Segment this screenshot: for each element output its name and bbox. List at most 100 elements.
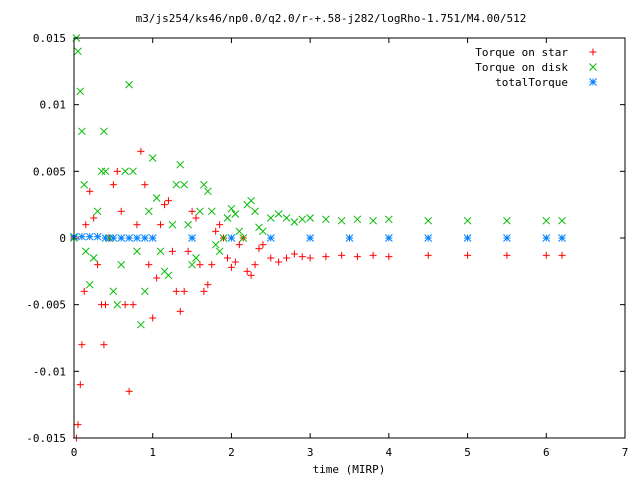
data-point: [161, 201, 169, 209]
data-point: [129, 167, 137, 176]
data-point: [188, 260, 196, 269]
data-point: [93, 207, 102, 216]
data-point: [100, 341, 108, 349]
plot-area: [70, 34, 566, 442]
data-point: [188, 207, 196, 215]
data-point: [101, 167, 110, 176]
data-point: [100, 127, 108, 136]
data-point: [78, 127, 86, 136]
data-point: [353, 215, 362, 224]
data-point: [85, 232, 94, 241]
data-point: [503, 251, 511, 259]
y-tick-label: -0.01: [33, 365, 66, 378]
data-point: [337, 216, 346, 225]
data-point: [141, 181, 149, 189]
data-point: [227, 234, 236, 242]
data-point: [113, 167, 121, 175]
data-point: [113, 300, 122, 309]
data-point: [463, 234, 472, 242]
series-2: [70, 34, 566, 329]
data-point: [117, 234, 126, 242]
data-point: [290, 218, 299, 226]
data-point: [133, 247, 141, 256]
x-tick-label: 2: [228, 446, 235, 459]
data-point: [306, 254, 314, 262]
data-point: [298, 215, 307, 224]
data-point: [203, 187, 212, 196]
data-point: [164, 271, 173, 280]
data-point: [140, 287, 149, 296]
data-point: [93, 232, 102, 241]
data-point: [338, 251, 346, 259]
data-point: [101, 234, 110, 242]
data-point: [192, 254, 200, 262]
data-point: [463, 216, 472, 225]
data-point: [86, 187, 94, 195]
y-axis: -0.015 -0.01 -0.005 0 0.005 0.01 0.015: [26, 32, 625, 445]
data-point: [168, 247, 176, 255]
data-point: [251, 261, 259, 269]
data-point: [558, 251, 566, 259]
data-point: [385, 234, 393, 242]
data-point: [80, 180, 89, 189]
data-point: [109, 287, 118, 296]
data-point: [259, 227, 267, 236]
data-point: [125, 387, 133, 395]
data-point: [322, 215, 330, 224]
data-point: [306, 234, 314, 242]
data-point: [353, 253, 361, 261]
data-point: [164, 197, 172, 205]
data-point: [216, 221, 224, 229]
data-point: [223, 214, 232, 222]
legend-label: totalTorque: [495, 76, 568, 89]
data-point: [145, 261, 153, 269]
data-point: [85, 280, 94, 289]
series-1: [70, 147, 566, 442]
data-point: [259, 241, 267, 249]
x-tick-label: 4: [386, 446, 393, 459]
data-point: [148, 154, 157, 162]
data-point: [424, 216, 433, 225]
data-point: [503, 216, 511, 225]
data-point: [74, 47, 82, 56]
data-point: [129, 301, 137, 309]
x-tick-label: 1: [149, 446, 156, 459]
data-point: [424, 234, 433, 242]
data-point: [101, 301, 109, 309]
data-point: [345, 234, 354, 242]
data-point: [275, 258, 283, 266]
data-point: [255, 245, 263, 253]
data-point: [176, 160, 185, 169]
data-point: [78, 341, 86, 349]
data-point: [172, 287, 180, 295]
y-tick-label: 0.015: [33, 32, 66, 45]
y-tick-label: -0.005: [26, 299, 66, 312]
data-point: [239, 234, 248, 242]
x-axis: 0 1 2 3 4 5 6 7: [71, 38, 628, 459]
data-point: [542, 216, 551, 225]
data-point: [266, 214, 275, 222]
data-point: [89, 254, 98, 262]
data-point: [231, 258, 239, 266]
data-point: [117, 260, 126, 269]
data-point: [558, 234, 566, 242]
data-point: [156, 247, 165, 256]
data-point: [290, 250, 298, 258]
data-point: [247, 271, 255, 279]
data-point: [144, 207, 153, 216]
data-point: [200, 180, 208, 189]
data-point: [76, 381, 84, 389]
data-point: [97, 167, 106, 176]
data-point: [133, 234, 141, 242]
data-point: [542, 234, 551, 242]
data-point: [558, 216, 566, 225]
data-point: [322, 253, 330, 261]
data-point: [369, 251, 377, 259]
data-point: [243, 267, 251, 275]
x-axis-label: time (MIRP): [313, 463, 386, 476]
data-point: [542, 251, 550, 259]
series-3: [70, 232, 566, 242]
data-point: [172, 180, 181, 189]
data-point: [306, 214, 314, 222]
data-point: [235, 241, 243, 249]
